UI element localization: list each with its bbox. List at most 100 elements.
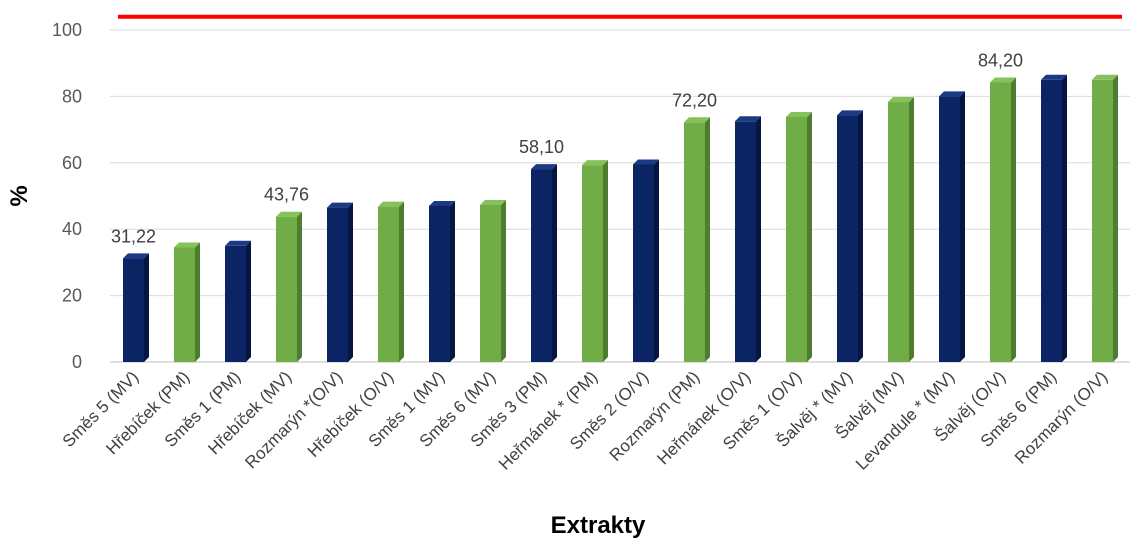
x-axis-title: Extrakty — [551, 512, 646, 539]
bar — [1092, 74, 1118, 363]
bar-top — [939, 91, 965, 97]
y-axis-title: % — [6, 185, 33, 206]
bar-top — [225, 240, 251, 246]
bar-top — [123, 253, 149, 259]
x-axis-categories: Směs 5 (MV)Hřebíček (PM)Směs 1 (PM)Hřebí… — [59, 367, 1112, 473]
bar-top — [174, 242, 200, 248]
bar — [990, 77, 1016, 363]
bar-front — [990, 82, 1011, 363]
bar — [1041, 74, 1067, 363]
data-label: 58,10 — [519, 137, 564, 157]
bar-top — [429, 200, 455, 206]
bar — [684, 117, 710, 363]
bar-front — [1041, 79, 1062, 363]
x-tick-label: Heřmánek (O/V) — [653, 367, 754, 468]
bar-top — [1092, 74, 1118, 80]
bar-front — [327, 207, 348, 362]
bar-front — [174, 247, 195, 362]
bar — [123, 253, 149, 362]
bar-front — [378, 206, 399, 362]
bar-front — [939, 96, 960, 363]
bar-side — [1113, 74, 1118, 363]
bar — [786, 111, 812, 362]
bar — [225, 240, 251, 362]
bar — [174, 242, 200, 362]
bar — [735, 116, 761, 362]
bar-front — [786, 116, 807, 362]
data-label: 31,22 — [111, 226, 156, 246]
bar-front — [531, 169, 552, 362]
x-tick-label: Rozmarýn (PM) — [606, 367, 704, 465]
bar — [582, 160, 608, 362]
bar-front — [888, 102, 909, 362]
y-tick-label: 40 — [62, 219, 82, 239]
bar-top — [990, 77, 1016, 83]
bar-side — [348, 202, 353, 362]
bar — [888, 97, 914, 362]
data-labels: 31,22 43,76 58,10 72,20 84,20 — [111, 50, 1023, 246]
bars — [123, 74, 1118, 363]
bar-side — [1011, 77, 1016, 363]
bar-front — [684, 122, 705, 363]
bar-front — [633, 164, 654, 362]
y-tick-label: 20 — [62, 286, 82, 306]
bar-side — [501, 199, 506, 362]
bar-side — [807, 111, 812, 362]
bar-side — [552, 164, 557, 362]
bar — [531, 164, 557, 362]
bar-front — [225, 245, 246, 362]
bar-side — [1062, 74, 1067, 363]
bar-top — [1041, 74, 1067, 80]
bar-side — [756, 116, 761, 362]
bar-top — [480, 199, 506, 205]
y-axis-ticks: 0 20 40 60 80 100 — [52, 20, 82, 372]
y-tick-label: 0 — [72, 352, 82, 372]
bar-top — [786, 111, 812, 117]
bar-front — [1092, 79, 1113, 363]
bar-side — [705, 117, 710, 363]
bar — [378, 201, 404, 362]
bar-top — [378, 201, 404, 207]
bar — [480, 199, 506, 362]
data-label: 84,20 — [978, 50, 1023, 70]
bar-side — [960, 91, 965, 363]
bar-side — [399, 201, 404, 362]
bar-side — [858, 110, 863, 362]
bar-top — [684, 117, 710, 123]
bar-side — [909, 97, 914, 362]
bar-top — [327, 202, 353, 208]
bar-side — [450, 200, 455, 362]
bar-side — [603, 160, 608, 362]
bar-front — [735, 121, 756, 362]
bar — [939, 91, 965, 363]
bar-side — [246, 240, 251, 362]
bar-top — [837, 110, 863, 116]
y-tick-label: 100 — [52, 20, 82, 40]
bar — [276, 211, 302, 362]
bar-side — [195, 242, 200, 362]
bar — [429, 200, 455, 362]
bar-front — [429, 205, 450, 362]
bar-side — [297, 211, 302, 362]
bar-front — [480, 204, 501, 362]
data-label: 72,20 — [672, 90, 717, 110]
bar-top — [531, 164, 557, 170]
bar-front — [123, 258, 144, 362]
y-tick-label: 80 — [62, 86, 82, 106]
y-tick-label: 60 — [62, 153, 82, 173]
bar-front — [276, 216, 297, 362]
bar-top — [735, 116, 761, 122]
bar-top — [633, 159, 659, 165]
bar — [327, 202, 353, 362]
bar-top — [888, 97, 914, 103]
bar-side — [654, 159, 659, 362]
bar-top — [582, 160, 608, 166]
data-label: 43,76 — [264, 185, 309, 205]
bar-front — [582, 165, 603, 362]
x-tick-label: Rozmarýn (O/V) — [1011, 367, 1111, 467]
bar — [837, 110, 863, 362]
bar — [633, 159, 659, 362]
bar-top — [276, 211, 302, 217]
bar-side — [144, 253, 149, 362]
